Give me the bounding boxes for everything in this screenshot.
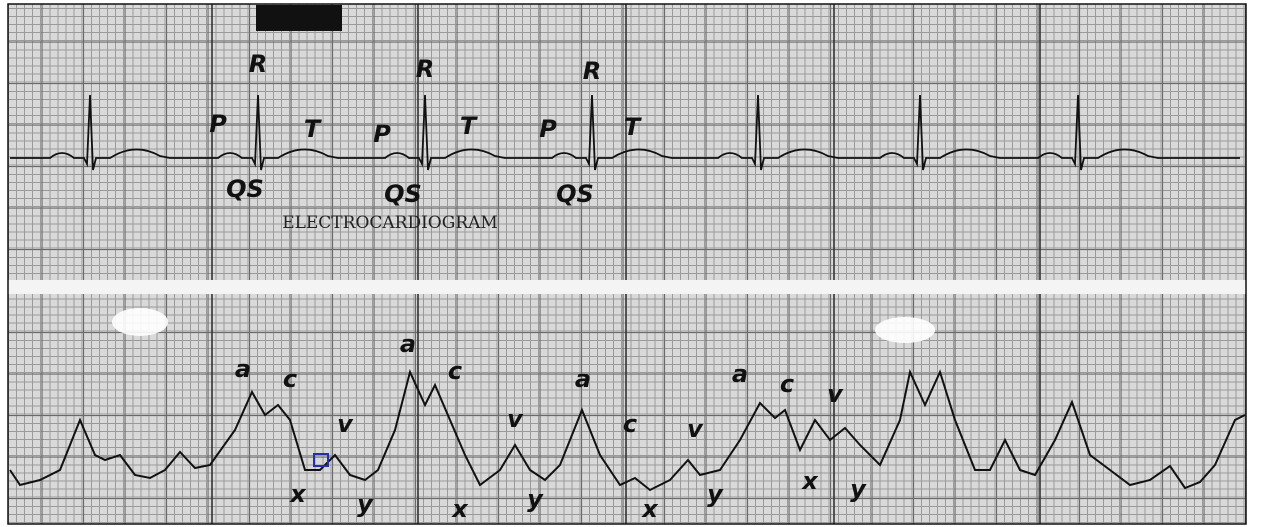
page: ELECTROCARDIOGRAM R R R P T P T P T QS QS QS a c a c a a c… — [0, 0, 1273, 527]
tracing-scan: ELECTROCARDIOGRAM R R R P T P T P T QS QS QS a c a c a a c… — [0, 0, 1273, 527]
strip-title: ELECTROCARDIOGRAM — [282, 213, 498, 233]
pressure-annotation: v — [507, 405, 524, 433]
pressure-annotation: a — [235, 355, 251, 383]
pressure-annotation: c — [623, 410, 637, 438]
strip-gap — [8, 280, 1246, 294]
pressure-annotation: c — [448, 357, 462, 385]
marker-block — [256, 5, 342, 31]
pressure-annotation: x — [451, 495, 469, 523]
pressure-annotation: v — [687, 415, 704, 443]
ecg-annotation: T — [460, 112, 478, 140]
ecg-annotation: R — [416, 55, 434, 83]
pressure-annotation: y — [527, 485, 544, 513]
ecg-annotation: R — [249, 50, 267, 78]
pressure-annotation: v — [337, 410, 354, 438]
ecg-annotation: P — [373, 120, 391, 148]
smudge — [112, 308, 168, 336]
pressure-annotation: a — [732, 360, 748, 388]
pressure-annotation: x — [641, 495, 659, 523]
ecg-annotation: P — [539, 115, 557, 143]
pressure-annotation: x — [289, 480, 307, 508]
smudge — [875, 317, 935, 343]
ecg-annotation: T — [304, 115, 322, 143]
pressure-annotation: c — [283, 365, 297, 393]
ecg-annotation: QS — [226, 175, 264, 203]
pressure-annotation: y — [357, 490, 374, 518]
pressure-annotation: y — [850, 475, 867, 503]
pressure-annotation: a — [400, 330, 416, 358]
grid-paper — [8, 4, 1246, 524]
pressure-annotation: x — [801, 467, 819, 495]
ecg-annotation: T — [624, 113, 642, 141]
ecg-annotation: P — [209, 110, 227, 138]
ecg-annotation: QS — [384, 180, 422, 208]
pressure-annotation: a — [575, 365, 591, 393]
ecg-annotation: R — [583, 57, 601, 85]
pressure-annotation: c — [780, 370, 794, 398]
pressure-annotation: y — [707, 480, 724, 508]
ecg-annotation: QS — [556, 180, 594, 208]
pressure-annotation: v — [827, 380, 844, 408]
